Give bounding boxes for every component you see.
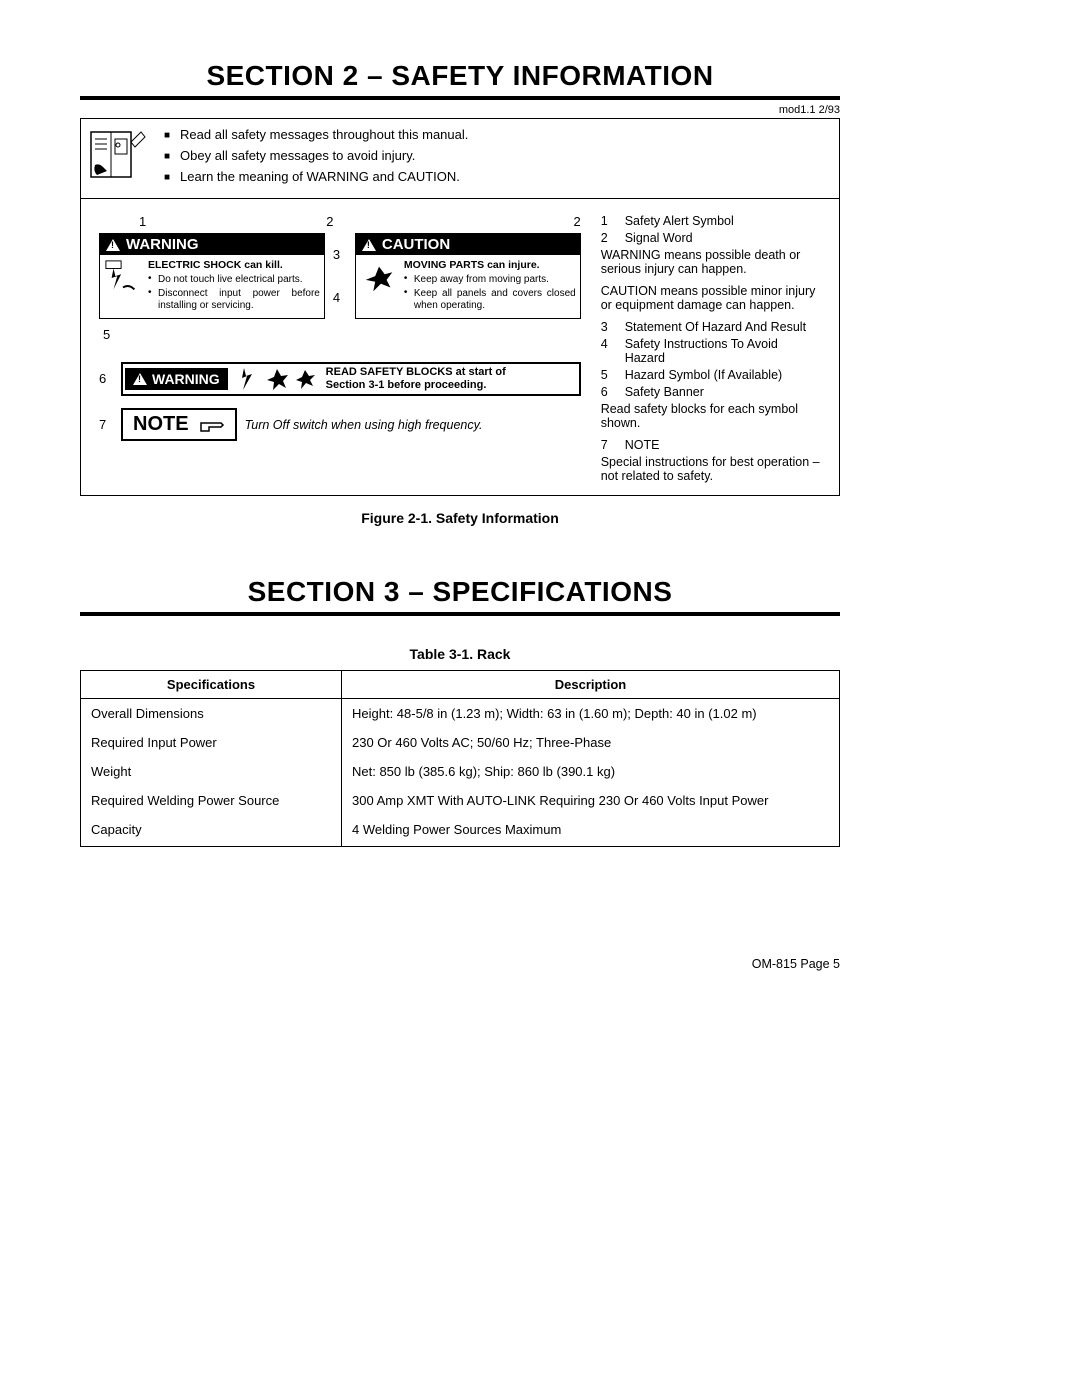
table-row: Capacity4 Welding Power Sources Maximum — [81, 815, 840, 847]
section-2-title: SECTION 2 – SAFETY INFORMATION — [80, 60, 840, 92]
col1-header: Specifications — [81, 671, 342, 699]
caution-box: CAUTION MOVING PARTS can injure. Keep aw… — [355, 233, 581, 319]
legend-text: Safety Alert Symbol — [625, 214, 821, 228]
note-box: NOTE — [121, 408, 237, 441]
rule — [80, 96, 840, 100]
rule — [80, 612, 840, 616]
legend-banner-desc: Read safety blocks for each symbol shown… — [601, 402, 821, 430]
warning-bullet: Disconnect input power before installing… — [148, 288, 320, 313]
caution-header: CAUTION — [356, 234, 580, 255]
alert-icon — [362, 239, 376, 251]
safety-banner: WARNING READ SAFETY BLOCKS at start of S… — [121, 362, 581, 396]
legend-num: 1 — [601, 214, 613, 228]
callout-6: 6 — [99, 371, 113, 386]
manual-icon — [89, 127, 149, 182]
moving-parts-icon — [360, 259, 398, 297]
figure-caption: Figure 2-1. Safety Information — [80, 510, 840, 526]
table-title: Table 3-1. Rack — [80, 646, 840, 662]
legend-note-desc: Special instructions for best operation … — [601, 455, 821, 483]
alert-icon — [106, 239, 120, 251]
table-row: WeightNet: 850 lb (385.6 kg); Ship: 860 … — [81, 757, 840, 786]
figure-left: 1 2 2 WARNING ELECTRIC SHOCK can kill. — [99, 214, 581, 483]
intro-bullet: Learn the meaning of WARNING and CAUTION… — [164, 169, 468, 184]
warning-hazard-title: ELECTRIC SHOCK can kill. — [148, 259, 320, 272]
shock-icon — [236, 366, 262, 392]
desc-cell: Height: 48-5/8 in (1.23 m); Width: 63 in… — [342, 699, 840, 729]
banner-warning-text: WARNING — [152, 371, 220, 387]
callout-1: 1 — [139, 214, 146, 229]
intro-bullet: Read all safety messages throughout this… — [164, 127, 468, 142]
intro-bullet: Obey all safety messages to avoid injury… — [164, 148, 468, 163]
caution-bullet: Keep all panels and covers closed when o… — [404, 288, 576, 313]
callout-4: 4 — [333, 290, 347, 305]
legend-num: 7 — [601, 438, 613, 452]
note-text: Turn Off switch when using high frequenc… — [245, 418, 483, 432]
legend-num: 4 — [601, 337, 613, 365]
col2-header: Description — [342, 671, 840, 699]
warning-header: WARNING — [100, 234, 324, 255]
shock-icon — [104, 259, 142, 297]
table-row: Required Input Power230 Or 460 Volts AC;… — [81, 728, 840, 757]
desc-cell: Net: 850 lb (385.6 kg); Ship: 860 lb (39… — [342, 757, 840, 786]
legend-num: 6 — [601, 385, 613, 399]
moving-parts-icon — [292, 366, 318, 392]
legend-text: Signal Word — [625, 231, 821, 245]
spec-table: Specifications Description Overall Dimen… — [80, 670, 840, 847]
table-row: Overall DimensionsHeight: 48-5/8 in (1.2… — [81, 699, 840, 729]
legend-text: Statement Of Hazard And Result — [625, 320, 821, 334]
callout-2r: 2 — [573, 214, 580, 229]
alert-icon — [133, 373, 147, 385]
pointing-hand-icon — [199, 415, 225, 435]
figure-box: 1 2 2 WARNING ELECTRIC SHOCK can kill. — [80, 199, 840, 496]
caution-hazard-title: MOVING PARTS can injure. — [404, 259, 576, 272]
desc-cell: 4 Welding Power Sources Maximum — [342, 815, 840, 847]
callout-3: 3 — [333, 247, 347, 262]
spec-cell: Capacity — [81, 815, 342, 847]
legend-text: Hazard Symbol (If Available) — [625, 368, 821, 382]
intro-list: Read all safety messages throughout this… — [164, 127, 468, 190]
page-footer: OM-815 Page 5 — [80, 957, 840, 971]
legend-num: 3 — [601, 320, 613, 334]
spec-cell: Overall Dimensions — [81, 699, 342, 729]
desc-cell: 230 Or 460 Volts AC; 50/60 Hz; Three-Pha… — [342, 728, 840, 757]
legend-text: Safety Instructions To Avoid Hazard — [625, 337, 821, 365]
warning-bullet: Do not touch live electrical parts. — [148, 274, 320, 287]
note-label: NOTE — [133, 413, 189, 436]
table-row: Required Welding Power Source300 Amp XMT… — [81, 786, 840, 815]
callout-7: 7 — [99, 417, 113, 432]
legend-caution-desc: CAUTION means possible minor injury or e… — [601, 284, 821, 312]
banner-text-1: READ SAFETY BLOCKS at start of — [326, 366, 506, 379]
spec-cell: Required Welding Power Source — [81, 786, 342, 815]
warning-box: WARNING ELECTRIC SHOCK can kill. Do not … — [99, 233, 325, 319]
legend-num: 2 — [601, 231, 613, 245]
callout-5: 5 — [103, 327, 581, 342]
legend-text: NOTE — [625, 438, 821, 452]
warning-header-text: WARNING — [126, 236, 199, 253]
explosion-icon — [264, 366, 290, 392]
spec-cell: Weight — [81, 757, 342, 786]
section-3-title: SECTION 3 – SPECIFICATIONS — [80, 576, 840, 608]
legend-warning-desc: WARNING means possible death or serious … — [601, 248, 821, 276]
legend: 1 Safety Alert Symbol 2 Signal Word WARNIN… — [601, 214, 821, 483]
callout-2: 2 — [326, 214, 333, 229]
legend-text: Safety Banner — [625, 385, 821, 399]
caution-header-text: CAUTION — [382, 236, 450, 253]
caution-bullet: Keep away from moving parts. — [404, 274, 576, 287]
desc-cell: 300 Amp XMT With AUTO-LINK Requiring 230… — [342, 786, 840, 815]
legend-num: 5 — [601, 368, 613, 382]
mod-note: mod1.1 2/93 — [80, 104, 840, 116]
banner-text-2: Section 3-1 before proceeding. — [326, 379, 506, 392]
safety-intro-box: Read all safety messages throughout this… — [80, 118, 840, 199]
spec-cell: Required Input Power — [81, 728, 342, 757]
